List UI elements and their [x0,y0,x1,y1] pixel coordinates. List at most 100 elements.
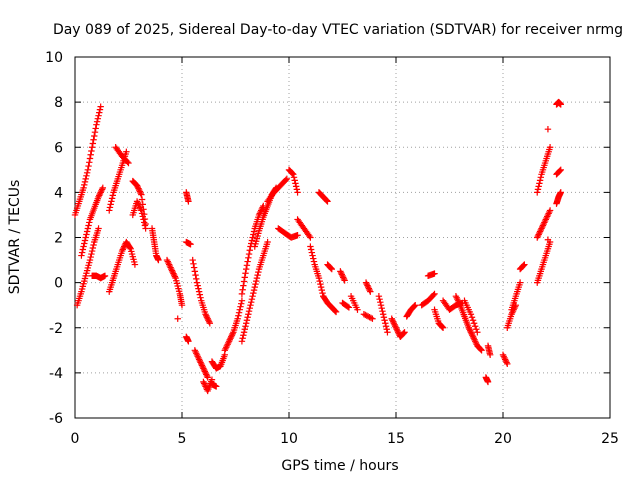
x-tick-label: 20 [494,431,512,447]
data-point [247,301,254,309]
data-point [203,312,210,319]
y-tick-label: -6 [49,411,63,427]
data-point [195,354,202,362]
data-point [411,302,418,310]
data-point [139,213,146,220]
data-point [204,374,211,381]
data-point [88,147,95,155]
data-point [205,317,212,324]
data-point [200,365,207,372]
data-point [366,286,373,294]
data-point [82,234,89,241]
data-point [86,219,93,226]
data-point [78,252,85,259]
data-point [178,301,186,309]
data-point [88,247,96,255]
data-point [501,354,508,362]
data-point [536,180,543,187]
data-point [106,207,113,214]
data-point [258,205,266,213]
data-point [317,283,325,291]
data-point [292,180,299,187]
data-point [471,323,479,330]
data-point [81,237,89,244]
data-point [155,256,162,264]
data-point [83,169,91,177]
data-point [195,288,203,295]
data-point [362,279,370,286]
data-point [367,288,374,295]
data-point [318,286,326,294]
data-point [366,314,373,321]
data-point [196,291,204,298]
data-point [360,311,368,318]
data-point [190,264,198,271]
data-point [340,275,348,283]
data-point [534,189,541,196]
data-point [250,228,258,235]
data-point [225,339,232,346]
data-point [235,309,243,316]
x-tick-label: 25 [601,431,619,447]
data-point [249,292,256,300]
data-point [80,184,87,192]
data-point [95,112,102,119]
data-point [363,280,370,288]
data-point [237,303,244,310]
data-point [192,348,199,356]
data-point [340,274,347,281]
data-point [478,347,485,354]
data-point [503,359,510,366]
data-point [307,246,315,253]
data-point [309,252,316,259]
x-tick-label: 15 [387,431,405,447]
data-point [118,247,126,255]
data-point [168,267,176,274]
data-point [380,314,388,321]
data-point [394,327,401,334]
data-point [384,329,391,336]
data-point [290,174,298,181]
data-point [187,241,194,248]
data-point [540,220,547,228]
plot-frame [74,56,611,419]
data-point [82,175,89,183]
data-point [509,308,517,315]
data-point [292,183,300,190]
data-point [245,254,252,262]
data-point [196,357,204,365]
data-point [202,311,209,318]
data-point [467,329,475,336]
data-point [469,333,477,340]
data-point [541,217,549,225]
data-point [250,286,258,294]
data-point [310,258,318,265]
data-point [250,289,257,297]
data-point [544,213,551,220]
data-point [474,329,481,336]
data-point [339,272,346,280]
data-point [107,201,114,208]
data-point [338,271,345,278]
data-point [191,347,199,354]
data-point [545,210,552,217]
data-point [84,166,92,174]
data-point [439,324,447,331]
data-point [88,144,96,151]
data-point [95,193,102,201]
data-point [203,314,211,321]
data-point [401,329,408,336]
data-point [108,195,116,202]
data-point [131,261,139,268]
data-point [205,318,213,325]
data-point [319,289,326,297]
data-point [535,183,542,190]
data-point [323,197,331,204]
data-point [324,198,331,205]
data-point [337,268,344,275]
data-point [235,312,242,319]
data-point [557,101,564,108]
data-point [87,151,94,158]
data-point [546,208,553,216]
data-point [539,223,546,231]
